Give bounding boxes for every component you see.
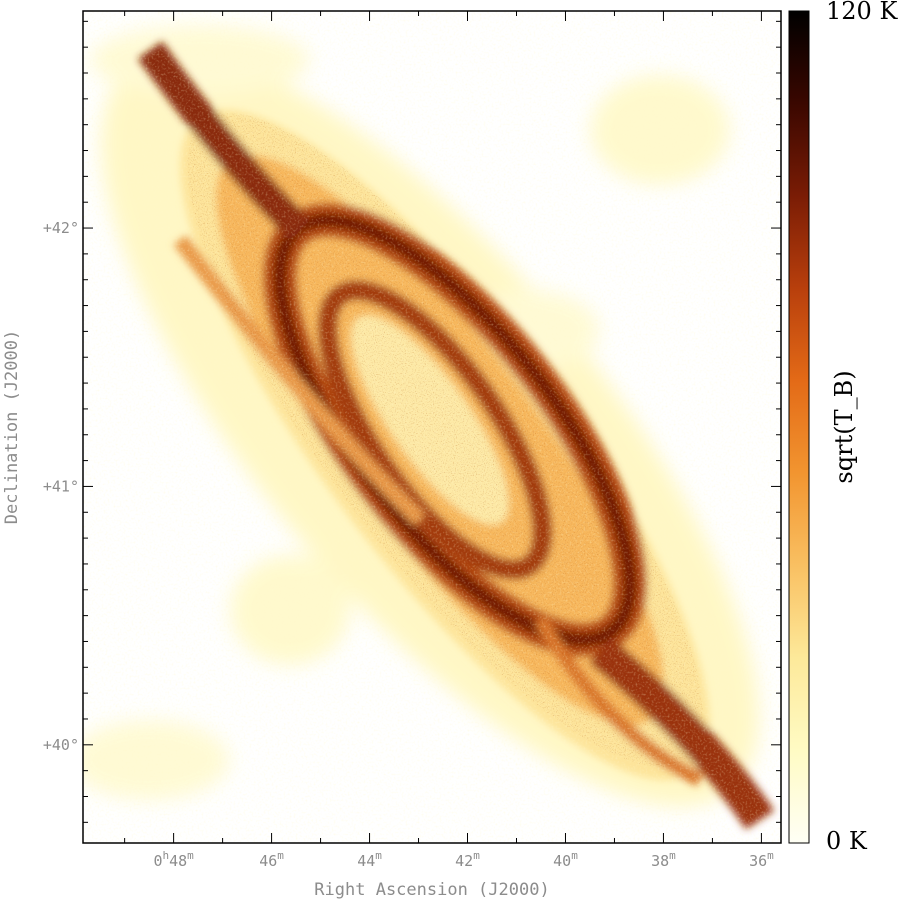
x-tick: 36m [749, 11, 774, 870]
plot-frame [82, 10, 782, 844]
y-axis-ticks: +42° +41° +40° [43, 20, 781, 823]
x-tick-label: 46m [259, 849, 284, 870]
plot-area [83, 11, 781, 843]
colorbar-max-label: 120 K [826, 0, 898, 25]
disk-texture [187, 113, 703, 767]
x-tick-label: 44m [357, 849, 382, 870]
x-tick: 40m [553, 11, 578, 870]
colorbar: 120 K 0 K sqrt(T_B) [788, 0, 898, 855]
y-axis-title: Declination (J2000) [2, 330, 22, 524]
y-tick: +42° [43, 219, 781, 237]
x-tick-label: 42m [455, 849, 480, 870]
colorbar-scale [789, 11, 809, 843]
x-tick: 38m [651, 11, 676, 870]
y-tick-label: +40° [43, 736, 79, 754]
y-tick-label: +41° [43, 477, 79, 495]
x-tick-label: 36m [749, 849, 774, 870]
colorbar-min-label: 0 K [826, 827, 868, 855]
x-tick: 42m [455, 11, 480, 870]
x-tick-label: 38m [651, 849, 676, 870]
colorbar-title: sqrt(T_B) [830, 370, 858, 483]
x-tick: 0h48m [153, 11, 194, 870]
x-tick-label: 0h48m [153, 849, 194, 870]
y-tick: +40° [43, 736, 781, 754]
x-tick-label: 40m [553, 849, 578, 870]
x-tick: 46m [259, 11, 284, 870]
y-tick: +41° [43, 477, 781, 495]
x-axis-ticks: 0h48m 46m 44m 42m 40m 38m 36m [124, 11, 774, 870]
x-tick: 44m [357, 11, 382, 870]
x-axis-title: Right Ascension (J2000) [314, 880, 549, 900]
y-tick-label: +42° [43, 219, 79, 237]
colorbar-frame [788, 10, 810, 844]
